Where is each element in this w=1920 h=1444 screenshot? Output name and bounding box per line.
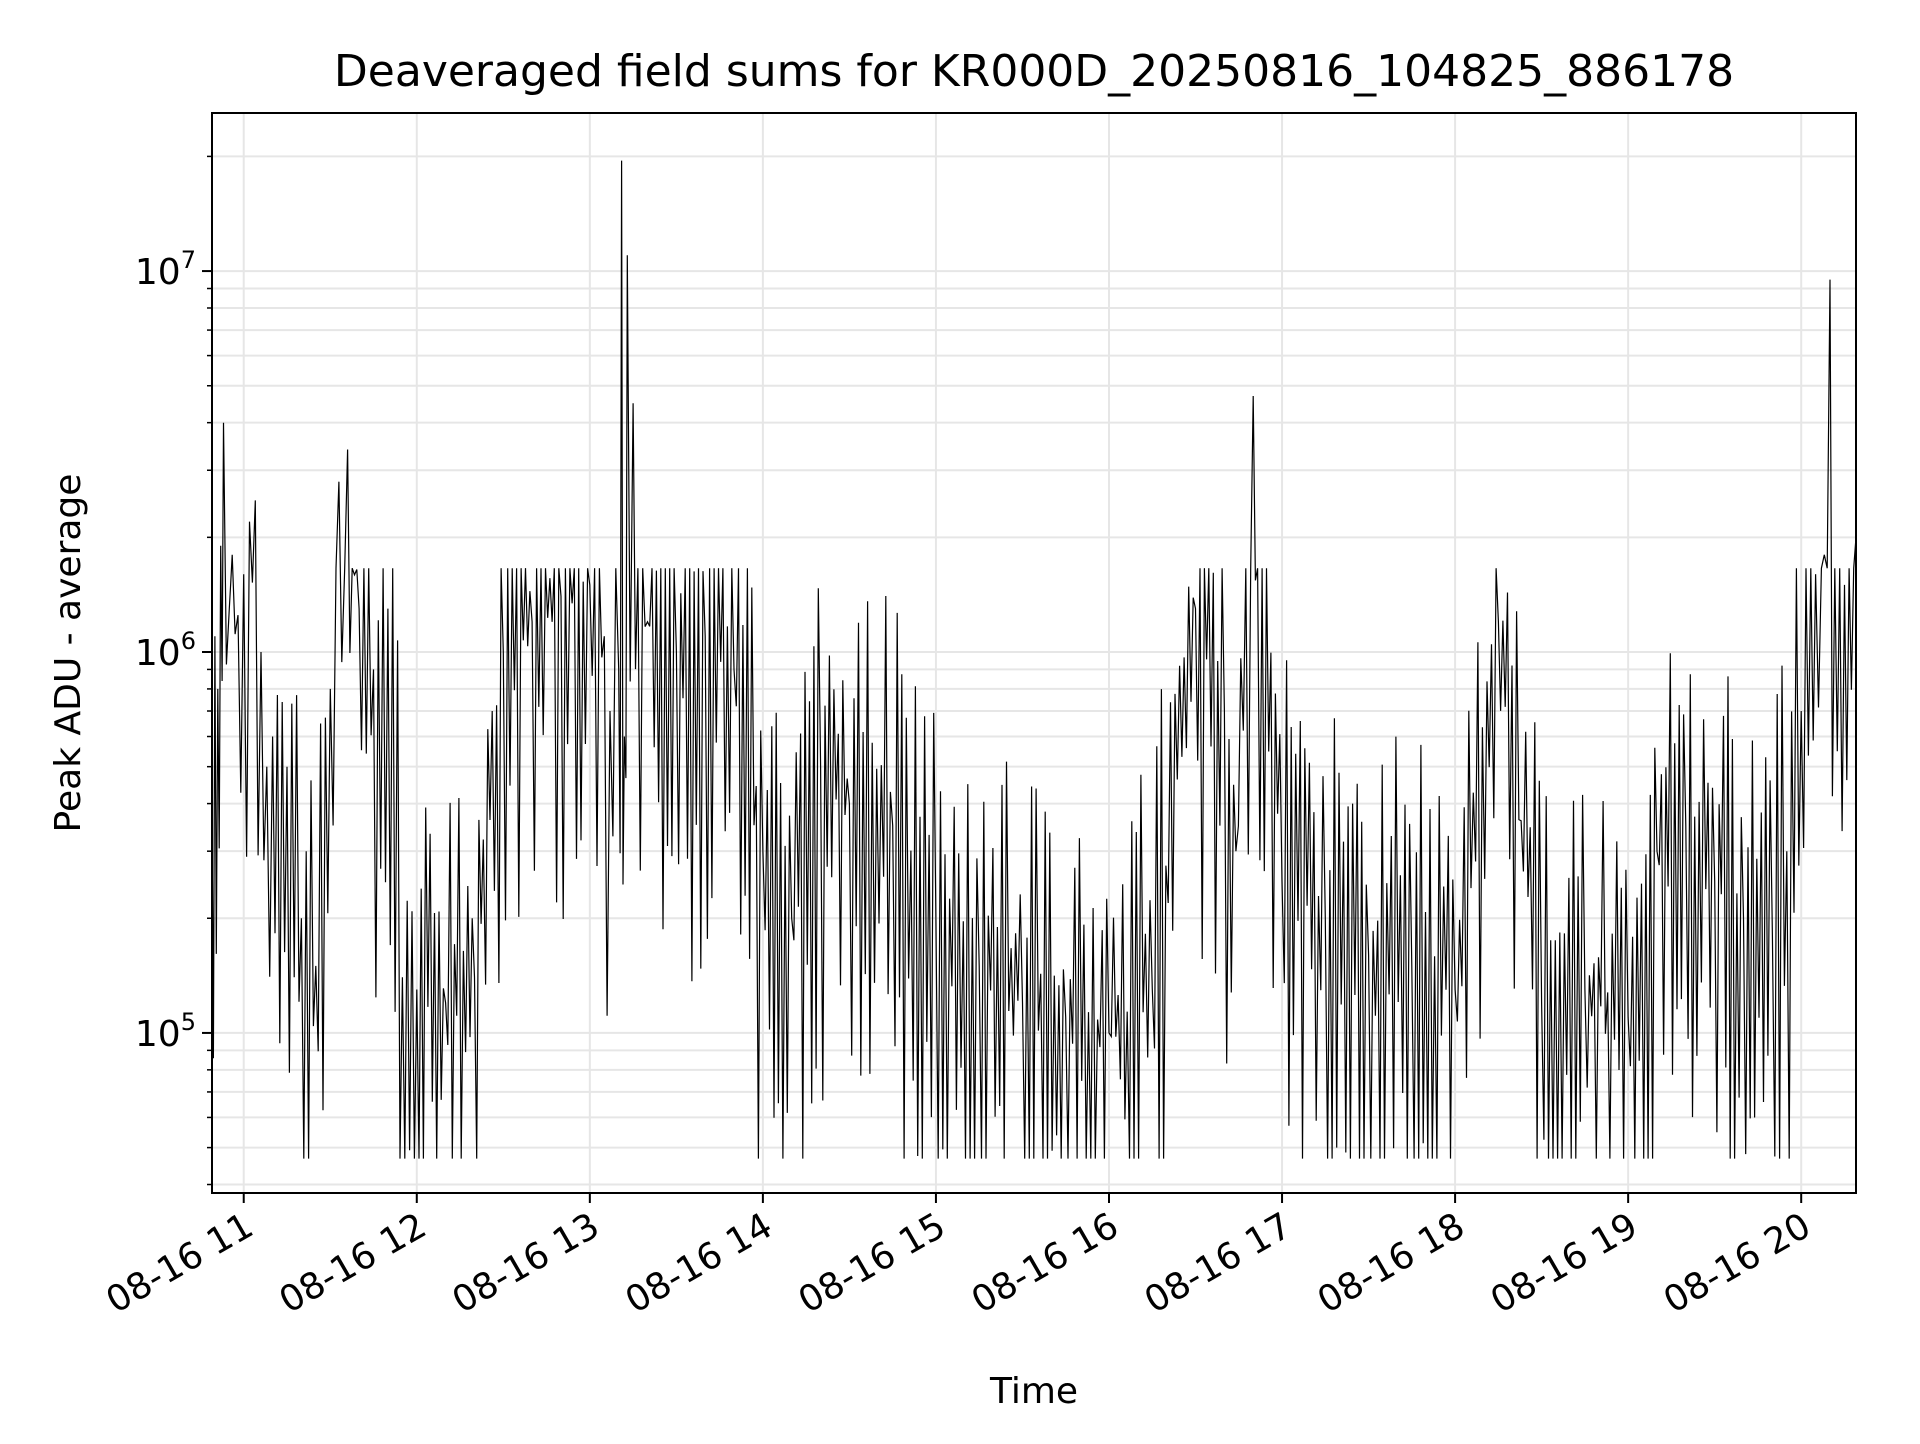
series-layer [212, 160, 1856, 1159]
x-axis-label: Time [989, 1371, 1078, 1412]
y-tick-label: 106 [135, 627, 196, 674]
minor-grid [212, 155, 1856, 1186]
plot-frame [211, 112, 1857, 1194]
series-line [212, 160, 1856, 1159]
chart-title: Deaveraged field sums for KR000D_2025081… [334, 46, 1734, 97]
y-tick-label: 107 [135, 246, 196, 293]
y-axis-label: Peak ADU - average [48, 474, 89, 833]
y-tick-label: 105 [135, 1008, 196, 1055]
